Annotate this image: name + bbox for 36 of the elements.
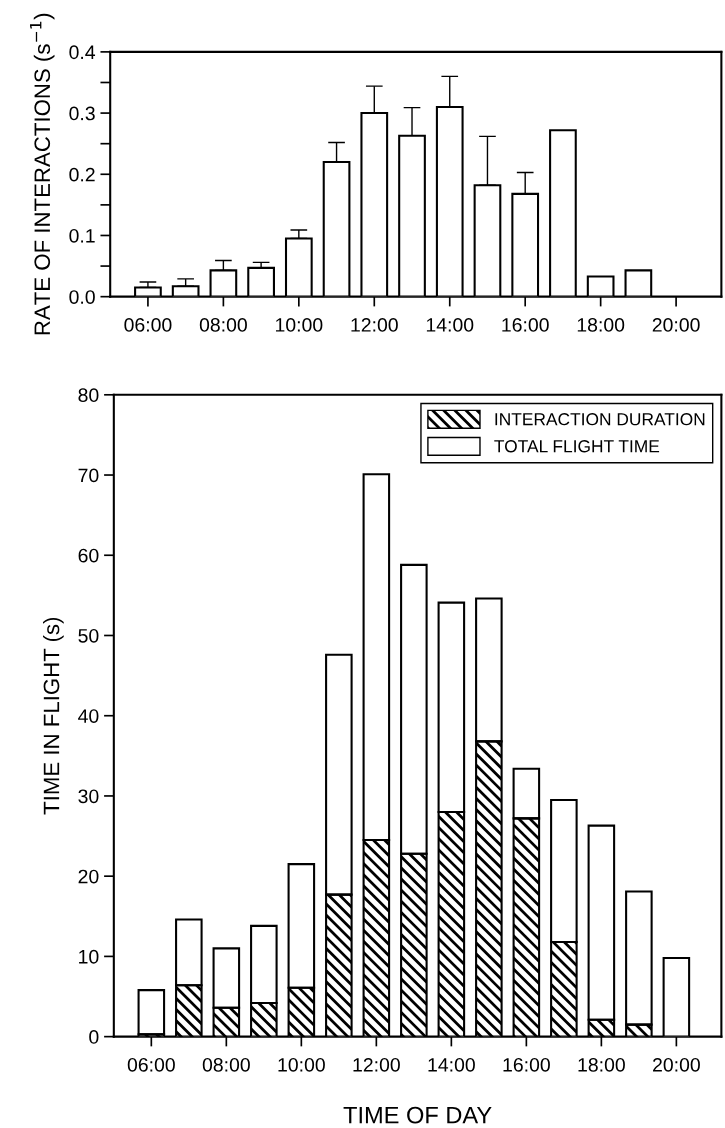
x-tick-label: 20:00 <box>652 318 700 332</box>
y-tick-label: 50 <box>78 628 99 643</box>
legend-label: INTERACTION DURATION <box>495 413 705 426</box>
x-tick-label: 10:00 <box>275 318 323 332</box>
x-tick-label: 14:00 <box>426 318 474 332</box>
y-tick-label: 0.0 <box>69 290 95 304</box>
x-axis-title: TIME OF DAY <box>343 1106 492 1124</box>
x-tick-label: 08:00 <box>202 1057 250 1072</box>
x-tick-label: 12:00 <box>353 1057 400 1072</box>
x-tick-label: 06:00 <box>124 318 172 332</box>
x-tick-label: 20:00 <box>653 1057 700 1072</box>
bar <box>137 989 166 1036</box>
y-tick-label: 0.1 <box>69 228 95 243</box>
x-tick-label: 18:00 <box>578 1057 625 1072</box>
x-tick-label: 08:00 <box>199 318 247 332</box>
x-tick-label: 16:00 <box>503 1057 550 1072</box>
x-tick-label: 10:00 <box>278 1057 325 1072</box>
y-tick-label: 0.3 <box>69 106 95 121</box>
y-axis-title: TIME IN FLIGHT (s) <box>43 617 64 815</box>
y-tick-label: 80 <box>78 388 99 403</box>
y-tick-label: 30 <box>78 789 99 804</box>
x-tick-label: 12:00 <box>351 318 398 332</box>
x-tick-label: 14:00 <box>428 1057 475 1072</box>
y-tick-label: 40 <box>78 709 99 723</box>
y-tick-label: 70 <box>78 468 99 483</box>
y-tick-label: 10 <box>79 949 99 964</box>
x-tick-label: 18:00 <box>577 318 625 332</box>
y-tick-label: 20 <box>78 869 99 884</box>
y-tick-label: 60 <box>78 548 99 563</box>
y-tick-label: 0 <box>89 1030 99 1044</box>
y-axis-title: RATE OF INTERACTIONS (s$^{−1}$) <box>30 13 55 335</box>
y-tick-label: 0.2 <box>69 167 95 182</box>
x-tick-label: 06:00 <box>127 1057 175 1072</box>
legend-label: TOTAL FLIGHT TIME <box>494 440 660 453</box>
x-tick-label: 16:00 <box>502 318 549 332</box>
y-tick-label: 0.4 <box>69 45 96 60</box>
